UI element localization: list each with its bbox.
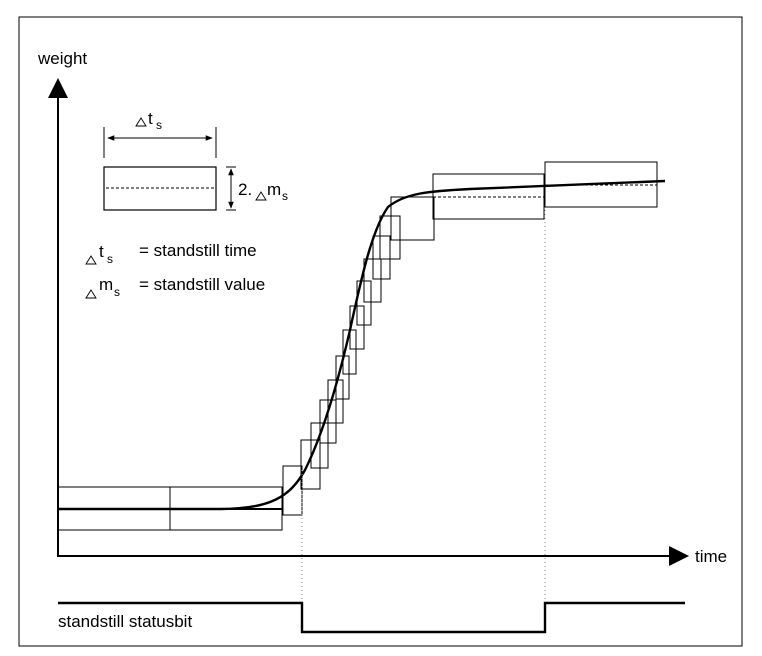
def-ms-symbol: m [99,275,113,294]
legend-ts-dimension: t s [103,109,217,158]
weight-curve [58,179,666,511]
standstill-windows [57,161,658,531]
legend-definitions: t s = standstill time m s = standstill v… [85,241,265,299]
x-axis-label: time [695,547,727,566]
legend-window-box: 2. m s [103,166,288,211]
delta-icon [85,289,97,299]
def-ts-symbol: t [99,242,104,261]
statusbit-signal [58,601,685,634]
figure-frame [18,16,743,647]
legend-ms-sub: s [282,189,288,203]
legend-ts-sub: s [156,118,162,132]
y-axis-label: weight [37,49,87,68]
def-ts-text: = standstill time [139,241,257,260]
def-ms-sub: s [114,285,120,299]
legend-factor: 2. [238,180,252,199]
delta-icon [135,117,147,127]
delta-icon [255,191,267,201]
legend-ts-symbol: t [148,109,153,128]
statusbit-label: standstill statusbit [58,612,192,631]
def-ms-text: = standstill value [139,275,265,294]
def-ts-sub: s [107,252,113,266]
legend-ms-symbol: m [267,180,281,199]
delta-icon [85,255,97,265]
